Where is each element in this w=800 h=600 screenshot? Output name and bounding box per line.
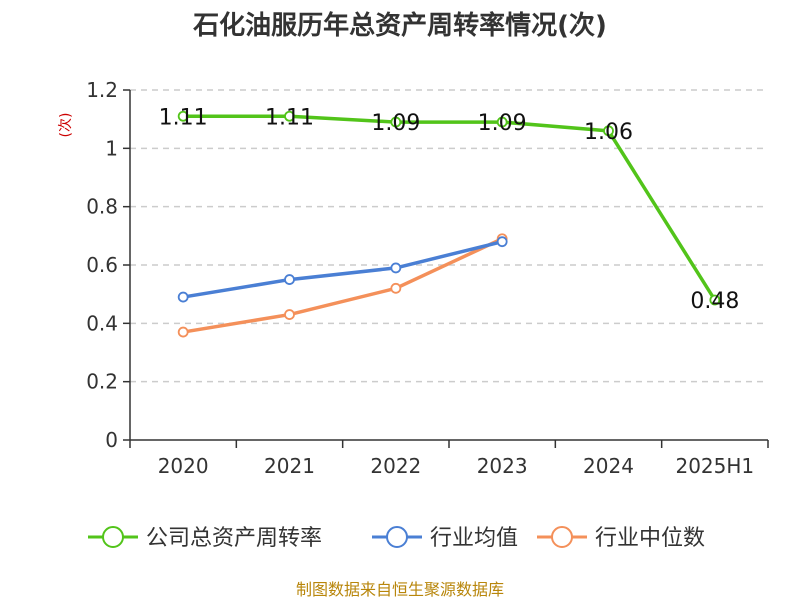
x-tick-label: 2024 [583, 454, 634, 478]
data-point [177, 110, 189, 122]
y-tick-label: 0.2 [86, 370, 118, 394]
data-point [390, 116, 402, 128]
x-tick-label: 2025H1 [675, 454, 754, 478]
y-tick-label: 1.2 [86, 78, 118, 102]
legend-marker [551, 526, 573, 548]
data-point [284, 110, 295, 122]
data-point [496, 116, 508, 128]
series-group [177, 110, 721, 338]
data-labels: 1.11 1.11 1.09 1.09 1.06 0.48 [159, 105, 740, 314]
x-tick-label: 2022 [370, 454, 421, 478]
legend: 公司总资产周转率 行业均值 行业中位数 [88, 526, 705, 551]
x-tick-label: 2023 [477, 454, 528, 478]
legend-label: 行业中位数 [595, 526, 705, 551]
y-tick-label: 1 [105, 136, 118, 160]
data-point [177, 291, 189, 303]
data-label: 1.11 [265, 105, 314, 130]
data-point [603, 125, 614, 137]
data-label: 0.48 [690, 289, 739, 314]
y-axis-label: (次) [58, 113, 74, 138]
data-label: 1.06 [584, 120, 633, 145]
grid-lines [130, 89, 768, 383]
data-point [709, 294, 721, 306]
chart-title: 石化油服历年总资产周转率情况(次) [192, 10, 607, 41]
data-label: 1.09 [478, 111, 527, 136]
axes: 0 0.2 0.4 0.6 0.8 1 1.2 2020 2021 2022 2023 2024 202… [86, 78, 769, 478]
y-tick-label: 0 [105, 428, 118, 452]
data-label: 1.09 [371, 111, 420, 136]
data-point [390, 262, 402, 274]
legend-label: 行业均值 [430, 526, 518, 551]
legend-label: 公司总资产周转率 [146, 526, 322, 551]
y-tick-label: 0.8 [86, 195, 118, 219]
data-point [284, 274, 295, 285]
data-point [390, 282, 402, 294]
y-tick-label: 0.6 [86, 253, 118, 277]
y-tick-label: 0.4 [86, 311, 118, 335]
x-tick-label: 2021 [264, 454, 315, 478]
legend-marker [102, 526, 124, 548]
data-point [284, 309, 295, 320]
source-note: 制图数据来自恒生聚源数据库 [296, 580, 504, 599]
data-label: 1.11 [159, 105, 208, 130]
data-point [177, 326, 189, 338]
series-line-1 [182, 239, 503, 299]
legend-marker [386, 526, 408, 548]
series-line-2 [182, 237, 503, 334]
x-tick-label: 2020 [158, 454, 209, 478]
series-line-0 [183, 114, 717, 301]
data-point [496, 236, 508, 248]
